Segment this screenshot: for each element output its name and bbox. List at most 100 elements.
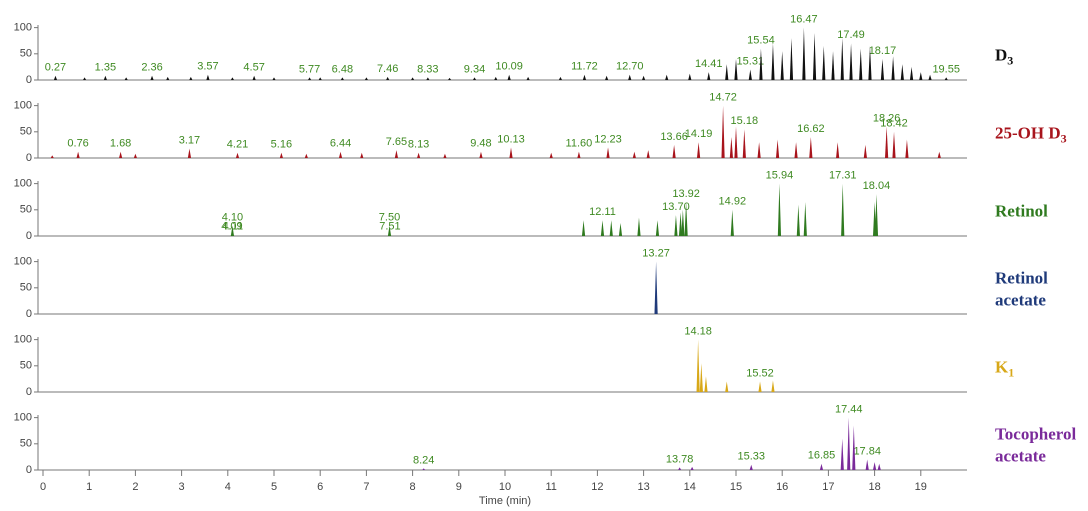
x-tick-label: 0 xyxy=(40,481,46,493)
peak-label: 6.44 xyxy=(330,138,351,150)
peak xyxy=(443,153,447,158)
peak xyxy=(479,151,483,158)
compound-name-text: K xyxy=(995,357,1009,376)
peak xyxy=(637,217,641,236)
y-tick-label: 100 xyxy=(14,412,32,424)
peak-label: 11.72 xyxy=(571,61,598,73)
peak-label: 18.17 xyxy=(869,45,897,57)
peak xyxy=(847,417,851,470)
peak xyxy=(696,339,700,392)
peak-label: 10.09 xyxy=(495,61,523,73)
peak-label: 13.66 xyxy=(660,131,688,143)
peak xyxy=(909,66,914,80)
peak xyxy=(558,76,563,80)
peak xyxy=(206,74,210,80)
peak-label: 4.09 xyxy=(221,220,242,232)
peak xyxy=(628,74,632,80)
peak xyxy=(426,77,430,80)
peak-label: 15.31 xyxy=(737,55,765,67)
peak xyxy=(674,215,678,236)
peak-label: 2.36 xyxy=(141,62,162,74)
compound-name-subscript: 3 xyxy=(1061,131,1067,145)
compound-name-text: D xyxy=(995,45,1007,64)
compound-name: acetate xyxy=(995,290,1046,309)
peak xyxy=(780,51,784,80)
peak xyxy=(859,48,863,80)
peak xyxy=(53,75,58,80)
peak xyxy=(734,126,738,158)
peak-label: 17.31 xyxy=(829,170,857,182)
peak-label: 7.65 xyxy=(386,136,407,148)
x-tick-label: 9 xyxy=(456,481,462,493)
peak xyxy=(684,201,688,236)
peak-label: 0.76 xyxy=(67,138,88,150)
peak-label: 19.55 xyxy=(932,63,960,75)
peak xyxy=(840,438,844,470)
peak xyxy=(338,151,343,158)
peak xyxy=(605,75,609,80)
x-tick-label: 1 xyxy=(86,481,92,493)
peak xyxy=(725,64,729,80)
peak xyxy=(880,59,885,80)
y-tick-label: 0 xyxy=(26,464,32,476)
x-tick-label: 2 xyxy=(132,481,138,493)
peak-label: 12.11 xyxy=(589,206,616,218)
peak xyxy=(771,380,775,392)
peak xyxy=(796,204,800,236)
y-tick-label: 0 xyxy=(26,308,32,320)
peak xyxy=(642,75,646,80)
peak xyxy=(577,151,581,158)
peak xyxy=(82,77,87,80)
peak-label: 3.17 xyxy=(179,134,200,146)
x-tick-label: 10 xyxy=(499,481,511,493)
peak-label: 4.11 xyxy=(223,220,244,232)
peak xyxy=(794,142,798,158)
peak xyxy=(231,234,235,236)
x-tick-label: 17 xyxy=(822,481,834,493)
compound-name: D3 xyxy=(995,45,1013,67)
peak xyxy=(852,425,856,470)
y-tick-label: 100 xyxy=(14,100,32,112)
peak-label: 4.10 xyxy=(222,211,243,223)
compound-name: Retinol xyxy=(995,201,1048,220)
peak-label: 5.16 xyxy=(271,139,292,151)
peak xyxy=(758,381,762,392)
peak xyxy=(789,38,794,80)
peak-label: 15.94 xyxy=(766,170,794,182)
peak xyxy=(581,220,586,236)
x-tick-label: 7 xyxy=(363,481,369,493)
peak xyxy=(318,77,322,80)
peak-label: 8.13 xyxy=(408,139,429,151)
peak-label: 9.34 xyxy=(464,63,485,75)
peak xyxy=(447,77,452,80)
peak-label: 14.72 xyxy=(709,92,737,104)
peak-label: 15.18 xyxy=(731,115,759,127)
peak-label: 17.84 xyxy=(853,445,881,457)
peak xyxy=(729,137,733,158)
peak xyxy=(840,38,844,80)
compound-name-subscript: 3 xyxy=(1007,53,1013,67)
peak xyxy=(472,77,477,80)
compound-name: acetate xyxy=(995,446,1046,465)
peak-label: 18.26 xyxy=(873,112,901,124)
peak xyxy=(919,72,923,80)
peak xyxy=(187,148,192,158)
peak xyxy=(730,209,734,236)
peak xyxy=(549,152,553,158)
x-tick-label: 13 xyxy=(637,481,649,493)
peak-label: 12.70 xyxy=(616,61,644,73)
peak xyxy=(166,76,170,80)
peak xyxy=(189,76,193,80)
peak-label: 16.85 xyxy=(808,450,836,462)
peak xyxy=(803,201,807,236)
peak xyxy=(757,142,761,158)
peak-label: 13.27 xyxy=(642,248,670,260)
peak xyxy=(582,74,587,80)
peak xyxy=(937,151,941,158)
peak xyxy=(704,376,708,392)
peak-label: 1.35 xyxy=(95,62,116,74)
peak xyxy=(133,153,137,158)
peak-label: 17.49 xyxy=(837,29,865,41)
peak xyxy=(812,32,817,80)
